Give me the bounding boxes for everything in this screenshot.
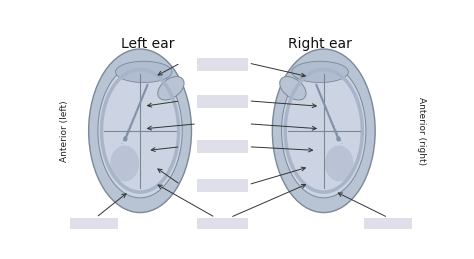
Text: Right ear: Right ear	[288, 37, 352, 51]
Ellipse shape	[272, 49, 375, 213]
Bar	[197, 218, 248, 228]
Ellipse shape	[325, 146, 354, 182]
Ellipse shape	[123, 136, 128, 141]
Ellipse shape	[98, 64, 182, 198]
Bar	[197, 179, 248, 192]
Text: Anterior (right): Anterior (right)	[417, 97, 426, 165]
Bar	[197, 95, 248, 108]
Bar	[197, 140, 248, 153]
Ellipse shape	[280, 77, 306, 100]
Ellipse shape	[116, 61, 172, 83]
Bar	[70, 218, 118, 228]
Ellipse shape	[110, 146, 139, 182]
Ellipse shape	[282, 64, 366, 198]
Bar	[197, 58, 248, 71]
Ellipse shape	[89, 49, 191, 213]
Ellipse shape	[292, 61, 348, 83]
Bar	[364, 218, 412, 228]
Ellipse shape	[336, 136, 341, 141]
Text: Left ear: Left ear	[121, 37, 174, 51]
Text: Anterior (left): Anterior (left)	[60, 100, 69, 162]
Ellipse shape	[158, 77, 184, 100]
